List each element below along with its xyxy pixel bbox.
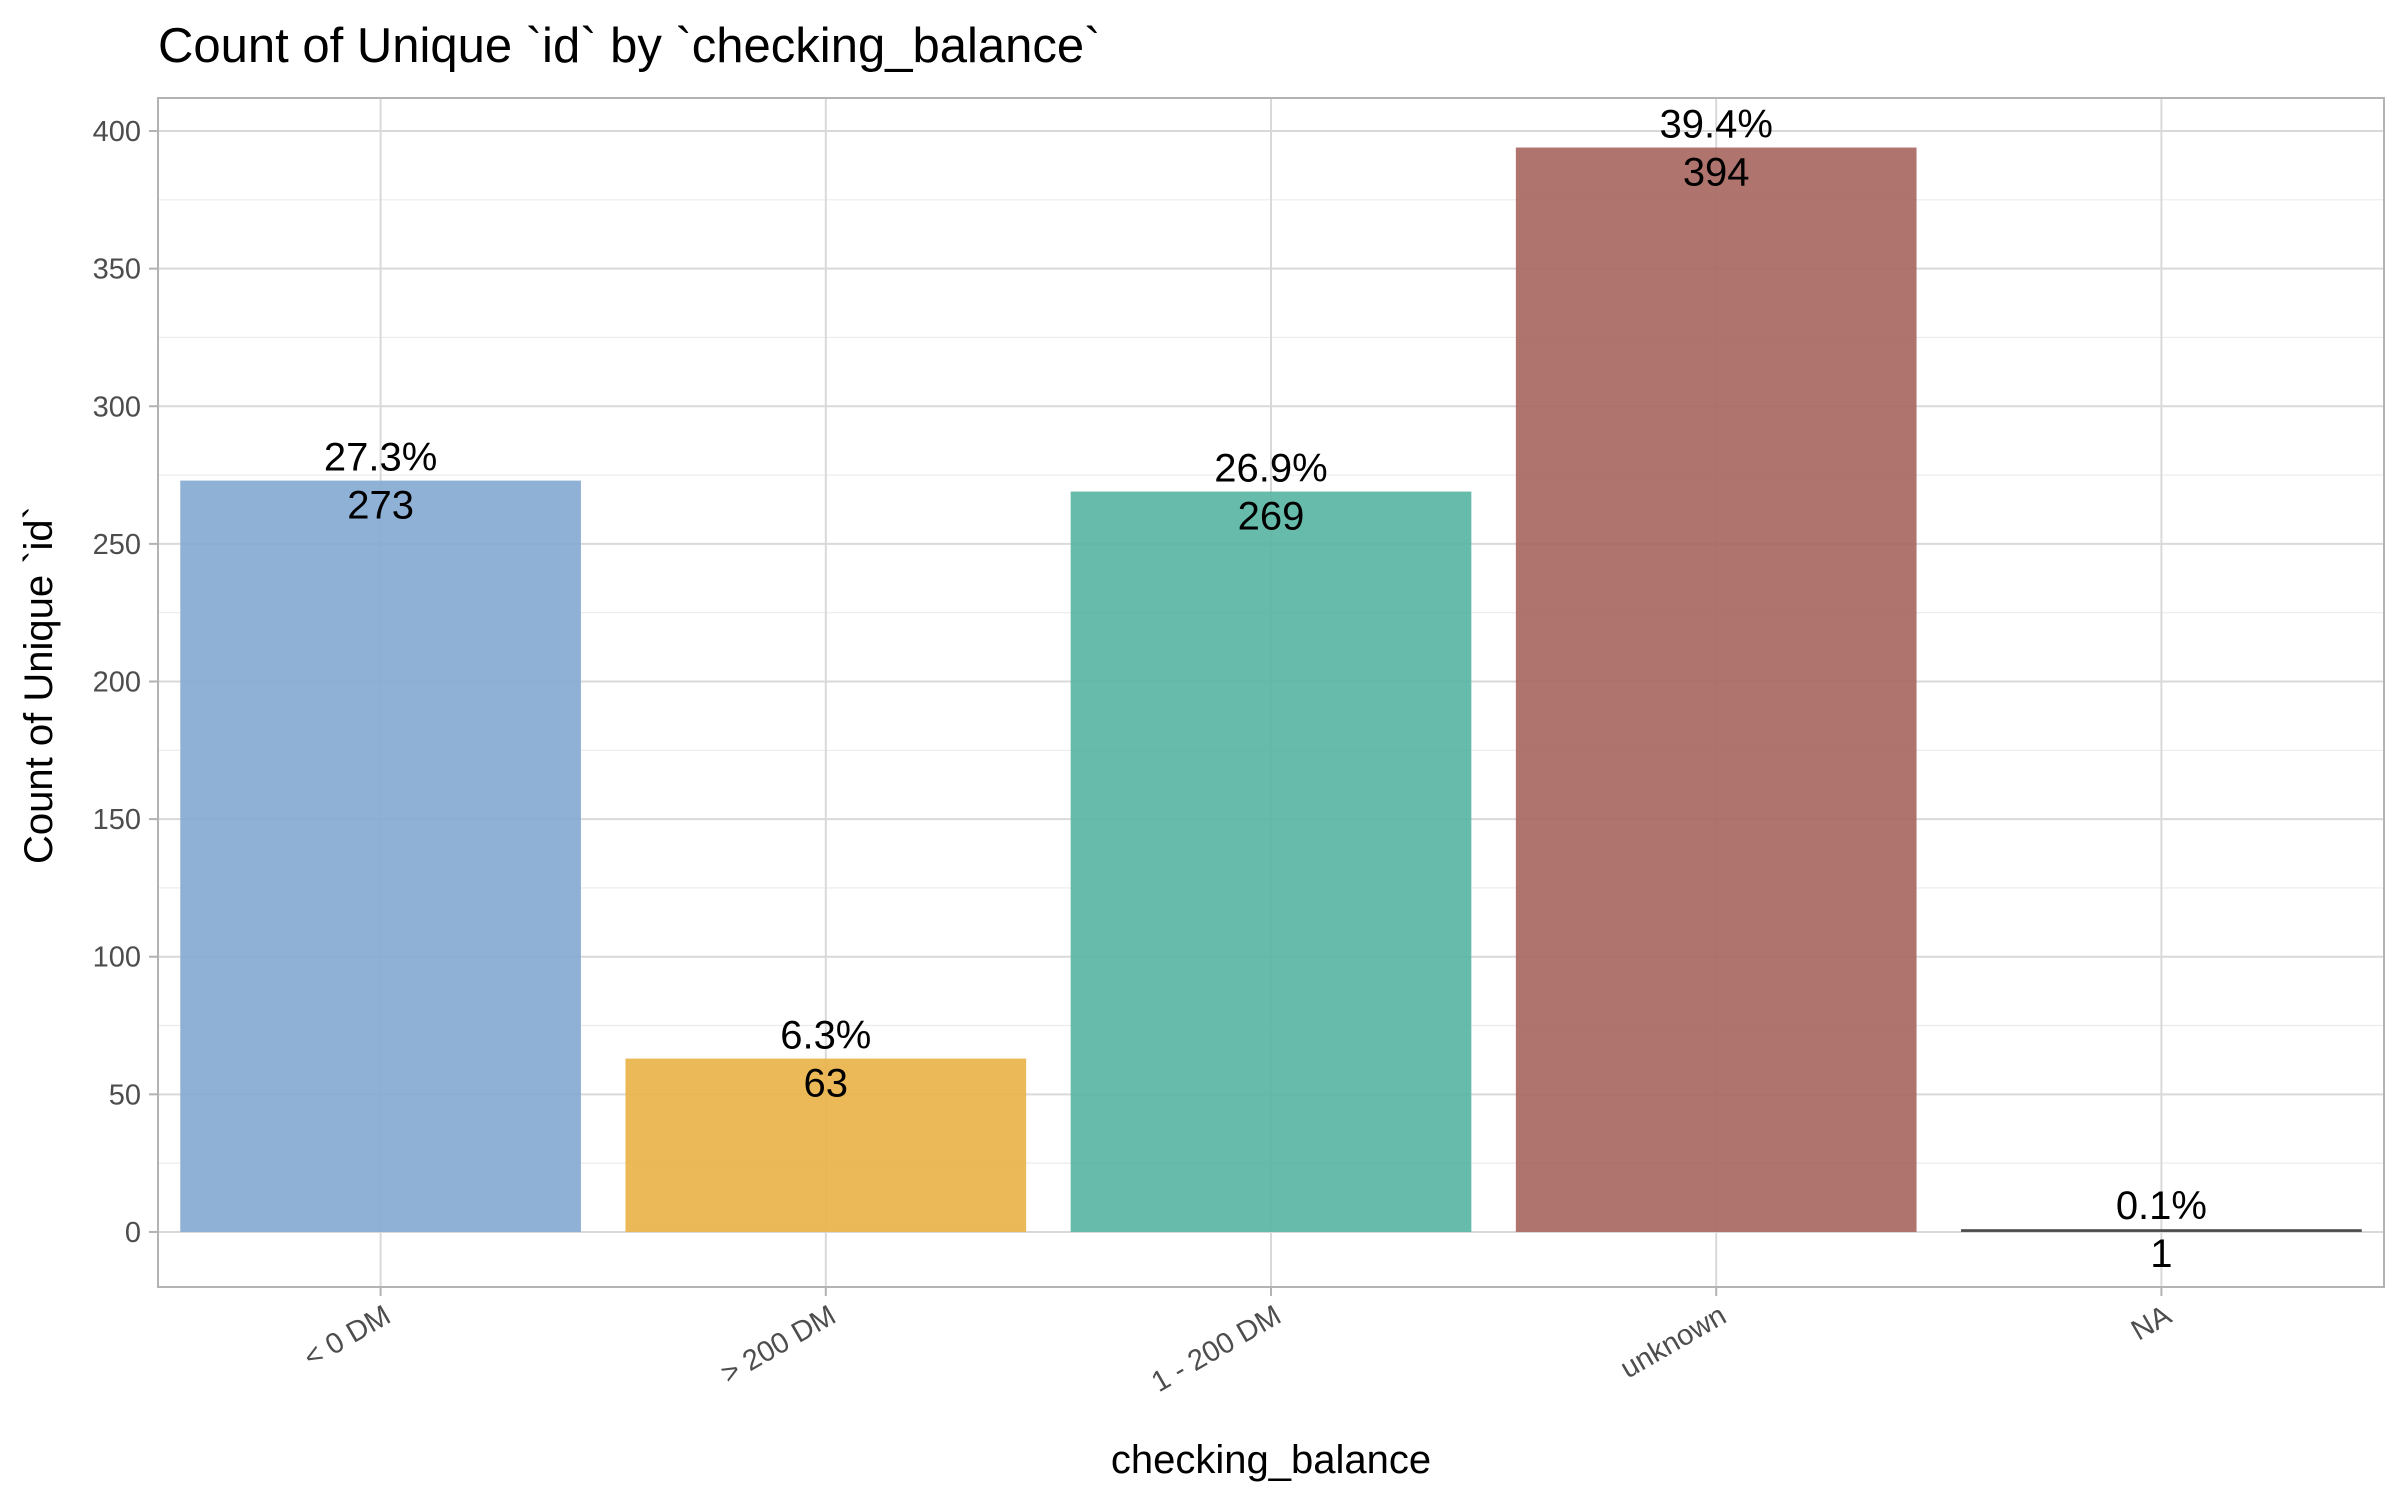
y-tick-label: 0 bbox=[125, 1217, 141, 1249]
chart-title: Count of Unique `id` by `checking_balanc… bbox=[158, 19, 1100, 73]
percent-label: 27.3% bbox=[324, 436, 437, 480]
percent-label: 6.3% bbox=[780, 1014, 871, 1058]
y-axis-title: Count of Unique `id` bbox=[17, 506, 61, 864]
bar-unknown bbox=[1515, 147, 1917, 1232]
count-label: 394 bbox=[1683, 151, 1750, 195]
y-tick-label: 400 bbox=[93, 116, 141, 148]
plot-area: 0 50 100 150 200 250 300 350 400 27.3%273 6.3%63 26… bbox=[93, 97, 2385, 1399]
y-tick-label: 350 bbox=[93, 254, 141, 286]
plot-panel-border bbox=[157, 97, 2385, 1288]
bar-1-200-dm bbox=[1070, 491, 1472, 1232]
percent-label: 0.1% bbox=[2116, 1184, 2207, 1228]
bar-200-dm bbox=[625, 1058, 1027, 1232]
bar-0-dm bbox=[180, 480, 581, 1232]
y-tick-label: 250 bbox=[93, 529, 141, 561]
count-label: 273 bbox=[347, 484, 414, 528]
percent-label: 39.4% bbox=[1659, 103, 1772, 147]
x-tick-label: < 0 DM bbox=[298, 1299, 396, 1374]
count-label: 1 bbox=[2150, 1232, 2172, 1276]
y-tick-label: 100 bbox=[93, 942, 141, 974]
x-tick-label: 1 - 200 DM bbox=[1146, 1299, 1286, 1398]
x-tick-label: > 200 DM bbox=[716, 1299, 842, 1390]
count-label: 63 bbox=[804, 1062, 849, 1106]
y-tick-label: 200 bbox=[93, 666, 141, 698]
bar-na bbox=[1961, 1229, 2362, 1232]
y-tick-label: 300 bbox=[93, 391, 141, 423]
y-tick-label: 150 bbox=[93, 804, 141, 836]
x-tick-label: unknown bbox=[1615, 1299, 1732, 1385]
percent-label: 26.9% bbox=[1214, 447, 1327, 491]
count-label: 269 bbox=[1238, 495, 1305, 539]
x-tick-label: NA bbox=[2126, 1299, 2177, 1347]
x-axis-title: checking_balance bbox=[1111, 1438, 1431, 1482]
y-tick-label: 50 bbox=[109, 1079, 141, 1111]
